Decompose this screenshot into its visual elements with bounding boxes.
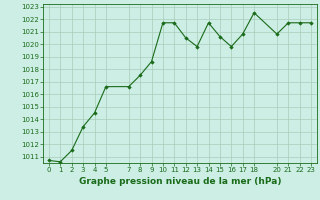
- X-axis label: Graphe pression niveau de la mer (hPa): Graphe pression niveau de la mer (hPa): [79, 177, 281, 186]
